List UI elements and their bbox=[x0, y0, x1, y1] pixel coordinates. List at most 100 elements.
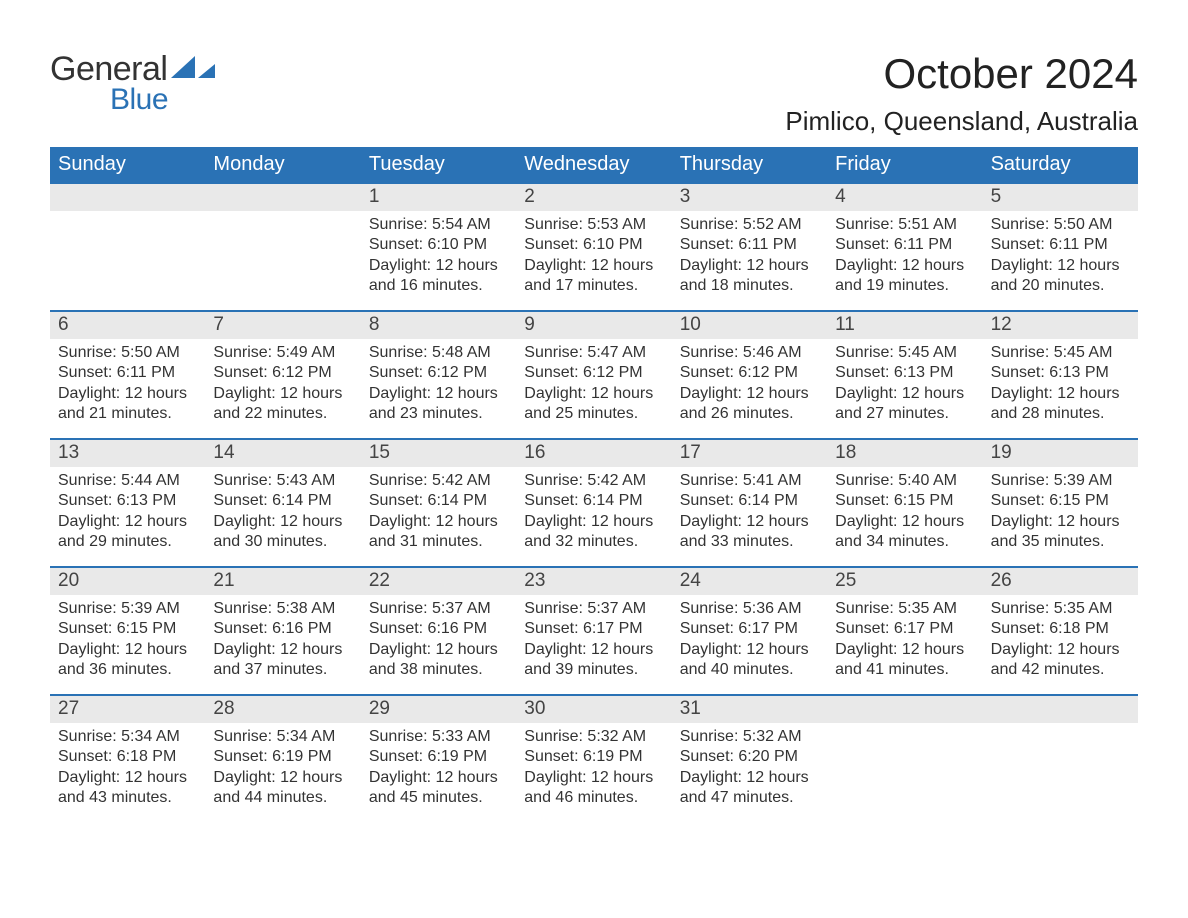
date-number: 26 bbox=[983, 568, 1138, 595]
date-number: 17 bbox=[672, 440, 827, 467]
sunrise-line: Sunrise: 5:41 AM bbox=[680, 471, 819, 491]
day-body: Sunrise: 5:32 AMSunset: 6:20 PMDaylight:… bbox=[672, 723, 827, 811]
date-number: 3 bbox=[672, 184, 827, 211]
sail-icon bbox=[171, 56, 215, 85]
sunrise-line: Sunrise: 5:45 AM bbox=[835, 343, 974, 363]
week-row: 13Sunrise: 5:44 AMSunset: 6:13 PMDayligh… bbox=[50, 438, 1138, 566]
sunrise-line: Sunrise: 5:33 AM bbox=[369, 727, 508, 747]
sunrise-line: Sunrise: 5:45 AM bbox=[991, 343, 1130, 363]
day-cell: 23Sunrise: 5:37 AMSunset: 6:17 PMDayligh… bbox=[516, 568, 671, 694]
header-row: General Blue October 2024 Pimlico, Queen… bbox=[50, 50, 1138, 137]
day-body: Sunrise: 5:32 AMSunset: 6:19 PMDaylight:… bbox=[516, 723, 671, 811]
sunrise-line: Sunrise: 5:51 AM bbox=[835, 215, 974, 235]
day-body: Sunrise: 5:43 AMSunset: 6:14 PMDaylight:… bbox=[205, 467, 360, 555]
sunrise-line: Sunrise: 5:42 AM bbox=[369, 471, 508, 491]
brand-text-wrap: General Blue bbox=[50, 50, 215, 117]
day-body: Sunrise: 5:33 AMSunset: 6:19 PMDaylight:… bbox=[361, 723, 516, 811]
date-number: 13 bbox=[50, 440, 205, 467]
day-body: Sunrise: 5:41 AMSunset: 6:14 PMDaylight:… bbox=[672, 467, 827, 555]
day-cell: 15Sunrise: 5:42 AMSunset: 6:14 PMDayligh… bbox=[361, 440, 516, 566]
date-number: 15 bbox=[361, 440, 516, 467]
daylight-line: Daylight: 12 hours and 38 minutes. bbox=[369, 640, 508, 681]
day-body: Sunrise: 5:37 AMSunset: 6:17 PMDaylight:… bbox=[516, 595, 671, 683]
daylight-line: Daylight: 12 hours and 20 minutes. bbox=[991, 256, 1130, 297]
date-number: 31 bbox=[672, 696, 827, 723]
date-number: 27 bbox=[50, 696, 205, 723]
date-number: 21 bbox=[205, 568, 360, 595]
day-cell: 10Sunrise: 5:46 AMSunset: 6:12 PMDayligh… bbox=[672, 312, 827, 438]
sunset-line: Sunset: 6:11 PM bbox=[835, 235, 974, 255]
day-body: Sunrise: 5:54 AMSunset: 6:10 PMDaylight:… bbox=[361, 211, 516, 299]
daylight-line: Daylight: 12 hours and 46 minutes. bbox=[524, 768, 663, 809]
daylight-line: Daylight: 12 hours and 33 minutes. bbox=[680, 512, 819, 553]
sunset-line: Sunset: 6:14 PM bbox=[213, 491, 352, 511]
sunset-line: Sunset: 6:20 PM bbox=[680, 747, 819, 767]
daylight-line: Daylight: 12 hours and 32 minutes. bbox=[524, 512, 663, 553]
date-number bbox=[983, 696, 1138, 723]
week-row: 6Sunrise: 5:50 AMSunset: 6:11 PMDaylight… bbox=[50, 310, 1138, 438]
day-header-fri: Friday bbox=[827, 147, 982, 184]
sunrise-line: Sunrise: 5:39 AM bbox=[991, 471, 1130, 491]
day-body: Sunrise: 5:39 AMSunset: 6:15 PMDaylight:… bbox=[983, 467, 1138, 555]
sunset-line: Sunset: 6:19 PM bbox=[213, 747, 352, 767]
day-cell: 17Sunrise: 5:41 AMSunset: 6:14 PMDayligh… bbox=[672, 440, 827, 566]
daylight-line: Daylight: 12 hours and 22 minutes. bbox=[213, 384, 352, 425]
sunset-line: Sunset: 6:11 PM bbox=[991, 235, 1130, 255]
date-number: 8 bbox=[361, 312, 516, 339]
sunrise-line: Sunrise: 5:54 AM bbox=[369, 215, 508, 235]
date-number: 14 bbox=[205, 440, 360, 467]
day-body: Sunrise: 5:53 AMSunset: 6:10 PMDaylight:… bbox=[516, 211, 671, 299]
day-cell: 29Sunrise: 5:33 AMSunset: 6:19 PMDayligh… bbox=[361, 696, 516, 822]
day-header-sat: Saturday bbox=[983, 147, 1138, 184]
sunset-line: Sunset: 6:15 PM bbox=[58, 619, 197, 639]
sunrise-line: Sunrise: 5:47 AM bbox=[524, 343, 663, 363]
day-cell: 19Sunrise: 5:39 AMSunset: 6:15 PMDayligh… bbox=[983, 440, 1138, 566]
day-body: Sunrise: 5:35 AMSunset: 6:17 PMDaylight:… bbox=[827, 595, 982, 683]
week-row: 20Sunrise: 5:39 AMSunset: 6:15 PMDayligh… bbox=[50, 566, 1138, 694]
day-cell: 20Sunrise: 5:39 AMSunset: 6:15 PMDayligh… bbox=[50, 568, 205, 694]
sunrise-line: Sunrise: 5:48 AM bbox=[369, 343, 508, 363]
sunrise-line: Sunrise: 5:37 AM bbox=[369, 599, 508, 619]
day-cell: 6Sunrise: 5:50 AMSunset: 6:11 PMDaylight… bbox=[50, 312, 205, 438]
day-cell: 14Sunrise: 5:43 AMSunset: 6:14 PMDayligh… bbox=[205, 440, 360, 566]
day-cell: 28Sunrise: 5:34 AMSunset: 6:19 PMDayligh… bbox=[205, 696, 360, 822]
date-number: 7 bbox=[205, 312, 360, 339]
sunrise-line: Sunrise: 5:35 AM bbox=[835, 599, 974, 619]
day-cell: 16Sunrise: 5:42 AMSunset: 6:14 PMDayligh… bbox=[516, 440, 671, 566]
daylight-line: Daylight: 12 hours and 21 minutes. bbox=[58, 384, 197, 425]
day-cell: 18Sunrise: 5:40 AMSunset: 6:15 PMDayligh… bbox=[827, 440, 982, 566]
sunset-line: Sunset: 6:11 PM bbox=[680, 235, 819, 255]
sunset-line: Sunset: 6:13 PM bbox=[835, 363, 974, 383]
week-row: 27Sunrise: 5:34 AMSunset: 6:18 PMDayligh… bbox=[50, 694, 1138, 822]
day-cell: 27Sunrise: 5:34 AMSunset: 6:18 PMDayligh… bbox=[50, 696, 205, 822]
date-number: 4 bbox=[827, 184, 982, 211]
date-number: 5 bbox=[983, 184, 1138, 211]
date-number: 23 bbox=[516, 568, 671, 595]
sunset-line: Sunset: 6:19 PM bbox=[369, 747, 508, 767]
date-number: 16 bbox=[516, 440, 671, 467]
sunset-line: Sunset: 6:14 PM bbox=[524, 491, 663, 511]
sunset-line: Sunset: 6:13 PM bbox=[991, 363, 1130, 383]
sunset-line: Sunset: 6:12 PM bbox=[369, 363, 508, 383]
daylight-line: Daylight: 12 hours and 42 minutes. bbox=[991, 640, 1130, 681]
daylight-line: Daylight: 12 hours and 44 minutes. bbox=[213, 768, 352, 809]
week-row: 1Sunrise: 5:54 AMSunset: 6:10 PMDaylight… bbox=[50, 184, 1138, 310]
day-header-wed: Wednesday bbox=[516, 147, 671, 184]
sunrise-line: Sunrise: 5:32 AM bbox=[524, 727, 663, 747]
sunrise-line: Sunrise: 5:34 AM bbox=[213, 727, 352, 747]
daylight-line: Daylight: 12 hours and 19 minutes. bbox=[835, 256, 974, 297]
sunrise-line: Sunrise: 5:53 AM bbox=[524, 215, 663, 235]
date-number: 2 bbox=[516, 184, 671, 211]
day-cell: 9Sunrise: 5:47 AMSunset: 6:12 PMDaylight… bbox=[516, 312, 671, 438]
sunset-line: Sunset: 6:13 PM bbox=[58, 491, 197, 511]
sunrise-line: Sunrise: 5:40 AM bbox=[835, 471, 974, 491]
day-cell: 4 Sunrise: 5:51 AMSunset: 6:11 PMDaylight… bbox=[827, 184, 982, 310]
daylight-line: Daylight: 12 hours and 18 minutes. bbox=[680, 256, 819, 297]
daylight-line: Daylight: 12 hours and 39 minutes. bbox=[524, 640, 663, 681]
day-header-mon: Monday bbox=[205, 147, 360, 184]
sunset-line: Sunset: 6:14 PM bbox=[680, 491, 819, 511]
title-block: October 2024 Pimlico, Queensland, Austra… bbox=[785, 50, 1138, 137]
date-number: 9 bbox=[516, 312, 671, 339]
sunset-line: Sunset: 6:12 PM bbox=[213, 363, 352, 383]
day-body: Sunrise: 5:44 AMSunset: 6:13 PMDaylight:… bbox=[50, 467, 205, 555]
